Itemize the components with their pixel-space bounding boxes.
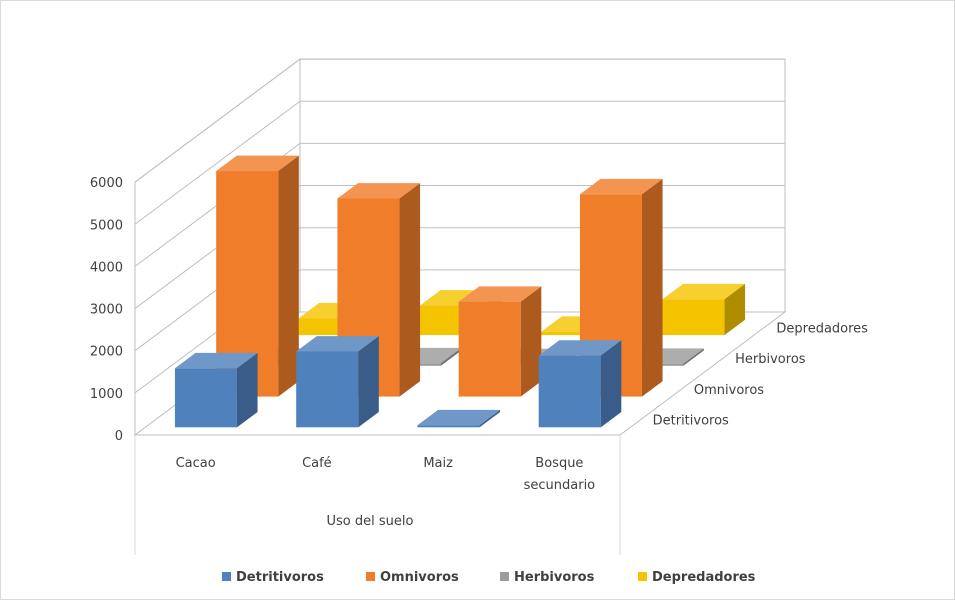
bar-side: [683, 348, 704, 366]
bar-side: [724, 283, 746, 336]
legend-label: Omnivoros: [380, 570, 459, 585]
legend-swatch: [366, 572, 375, 581]
bar-side: [600, 340, 622, 428]
bar-side: [641, 178, 663, 397]
category-label-line2: secundario: [524, 478, 596, 493]
depth-axis-label: Omnivoros: [694, 383, 764, 398]
y-tick-label: 2000: [90, 345, 123, 360]
bar-side: [236, 352, 258, 428]
bar-side: [358, 336, 379, 428]
bar: [174, 352, 258, 428]
bar-front: [417, 425, 480, 428]
depth-axis-label: Detritivoros: [653, 414, 729, 429]
bar-front: [662, 299, 725, 336]
bar-front: [296, 351, 359, 428]
bar-top: [216, 155, 299, 172]
bar: [458, 286, 542, 397]
bar-side: [440, 347, 462, 366]
bar-top: [662, 283, 746, 300]
legend-item: Omnivoros: [366, 570, 459, 585]
y-tick-label: 0: [115, 429, 123, 444]
legend-swatch: [638, 572, 647, 581]
legend-label: Herbivoros: [514, 570, 595, 585]
category-label: Maiz: [423, 456, 453, 471]
legend-item: Herbivoros: [500, 570, 595, 585]
legend-label: Detritivoros: [236, 570, 324, 585]
bar-top: [579, 178, 663, 195]
x-axis-title: Uso del suelo: [327, 514, 414, 529]
y-tick-label: 5000: [90, 218, 123, 233]
bar-side: [399, 183, 421, 397]
chart-bars: [174, 155, 746, 428]
gridline-side: [134, 58, 301, 183]
bar-side: [278, 155, 299, 397]
depth-axis-label: Depredadores: [776, 321, 868, 336]
bar-side: [520, 286, 542, 397]
bar: [417, 409, 501, 428]
y-tick-label: 3000: [90, 303, 123, 318]
bar-top: [417, 409, 501, 426]
bar-top: [174, 352, 258, 369]
depth-axis-label: Herbivoros: [735, 352, 806, 367]
bar-top: [296, 336, 379, 352]
legend-item: Detritivoros: [222, 570, 324, 585]
bar-top: [538, 340, 622, 356]
y-tick-label: 6000: [90, 176, 123, 191]
legend-swatch: [500, 572, 509, 581]
bar-top: [337, 183, 421, 199]
depth-axis-labels: Detritivoros Omnivoros Herbivoros Depredado…: [653, 321, 869, 428]
y-tick-label: 4000: [90, 260, 123, 275]
bar-front: [174, 368, 237, 428]
bar: [296, 336, 379, 428]
x-axis-categories: Cacao Café Maiz Bosque secundario: [176, 456, 596, 493]
bar-front: [538, 355, 601, 428]
bar: [662, 283, 746, 336]
bar-top: [458, 286, 542, 302]
legend-label: Depredadores: [652, 570, 756, 585]
gridline-side: [134, 100, 301, 225]
legend-item: Depredadores: [638, 570, 756, 585]
y-axis-ticks: 0 1000 2000 3000 4000 5000 6000: [90, 176, 123, 444]
bar-front: [541, 331, 604, 336]
category-label: Bosque: [535, 456, 583, 471]
y-tick-label: 1000: [90, 387, 123, 402]
legend: Detritivoros Omnivoros Herbivoros Depredado…: [222, 570, 756, 585]
legend-swatch: [222, 572, 231, 581]
bar: [538, 340, 622, 428]
category-label: Cacao: [176, 456, 216, 471]
bar-side: [479, 409, 501, 428]
bar-front: [458, 301, 521, 397]
category-label: Café: [302, 456, 332, 471]
